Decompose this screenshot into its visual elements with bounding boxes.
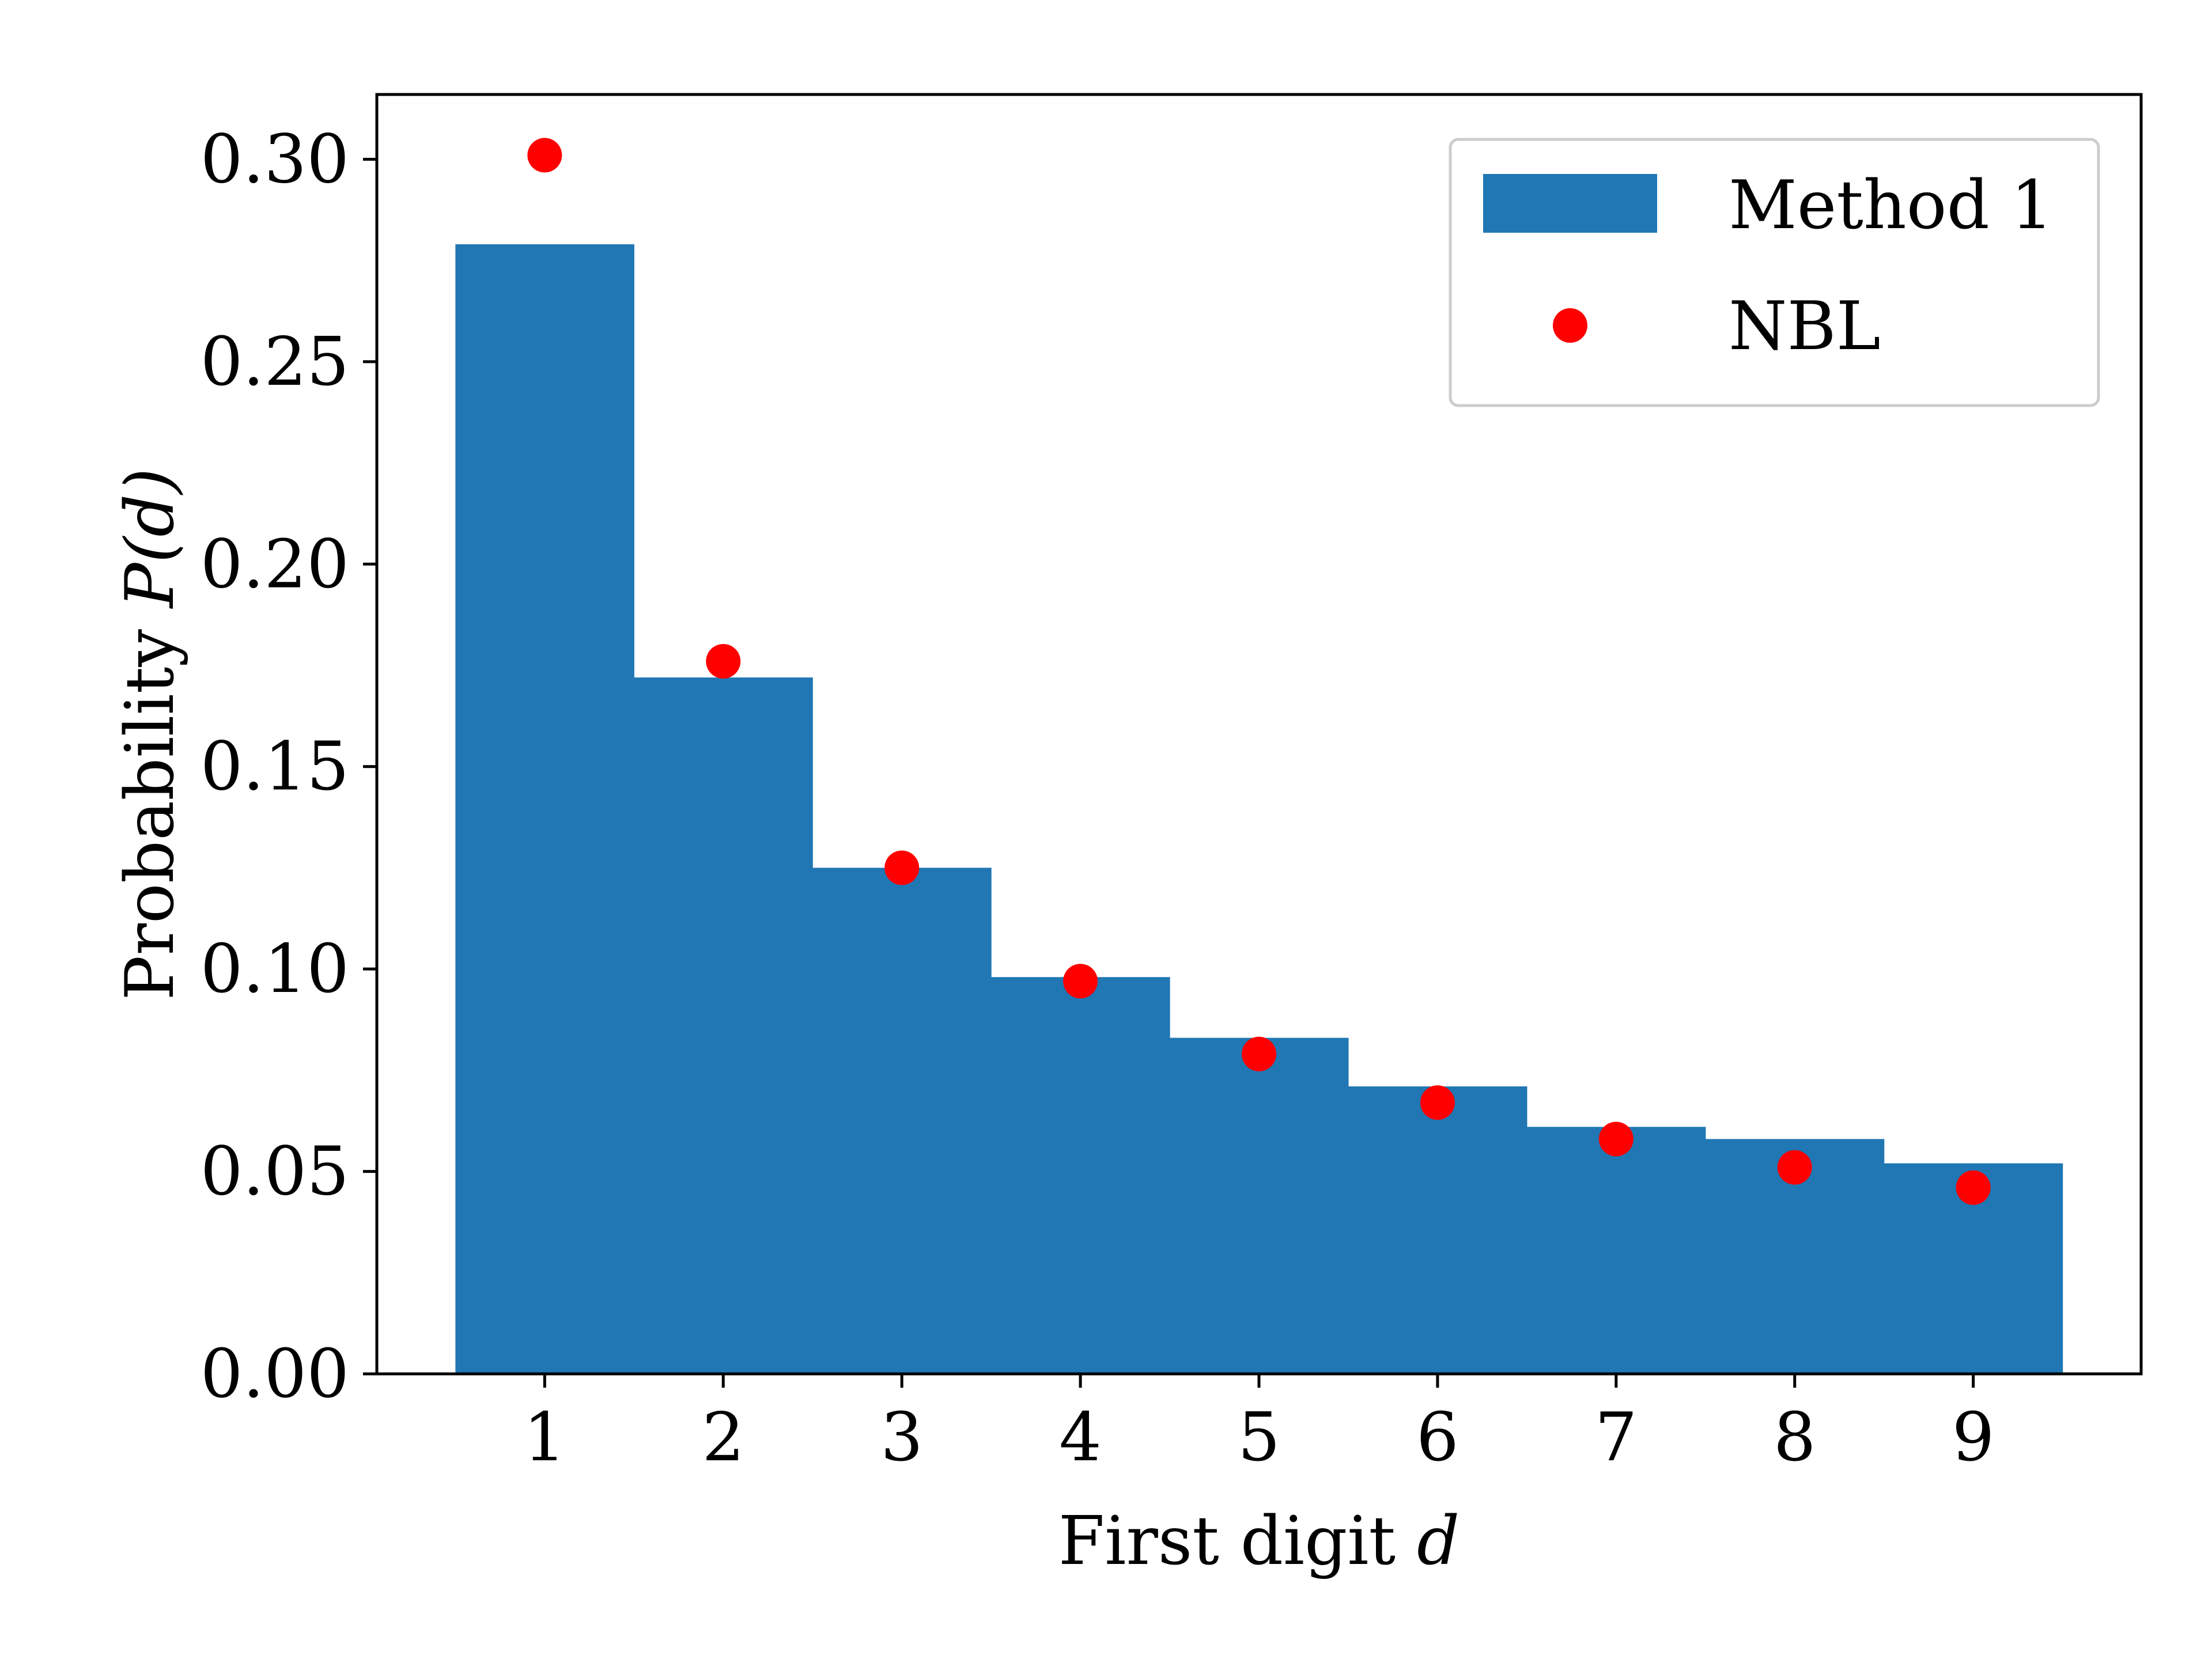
plot-frame (375, 93, 2143, 1376)
x-tick-label: 6 (1416, 1399, 1459, 1476)
legend-swatch-nbl (1553, 308, 1587, 343)
x-tick-label: 2 (702, 1399, 744, 1476)
bar-7 (1526, 1127, 1706, 1374)
y-axis-label-variable: P(d) (111, 468, 189, 609)
bar-1 (455, 244, 634, 1374)
y-tick-label: 0.00 (201, 1335, 349, 1413)
nbl-point-1 (527, 138, 562, 173)
y-tick-label: 0.20 (201, 525, 349, 603)
x-axis-label: First digit d (1058, 1502, 1460, 1580)
legend-label-nbl: NBL (1729, 287, 1881, 365)
legend-label-method-1: Method 1 (1729, 166, 2054, 244)
nbl-point-6 (1420, 1085, 1455, 1120)
nbl-point-7 (1598, 1122, 1634, 1157)
x-ticks: 1 2 3 4 5 6 7 8 9 (523, 1374, 1995, 1476)
y-tick-label: 0.25 (201, 323, 349, 401)
x-tick-label: 4 (1059, 1399, 1102, 1476)
x-tick-label: 8 (1774, 1399, 1816, 1476)
x-tick-label: 7 (1595, 1399, 1638, 1476)
nbl-point-5 (1242, 1036, 1276, 1071)
y-tick-label: 0.10 (201, 930, 349, 1008)
y-tick-label: 0.30 (201, 120, 349, 198)
y-axis-label: Probability P(d) (111, 468, 189, 1000)
bar-2 (634, 677, 813, 1374)
nbl-point-4 (1063, 964, 1098, 999)
legend: Method 1 NBL (1449, 138, 2100, 407)
x-tick-label: 9 (1952, 1399, 1995, 1476)
x-tick-label: 1 (523, 1399, 566, 1476)
x-axis-label-text: First digit (1058, 1502, 1417, 1580)
bar-3 (812, 868, 992, 1374)
y-tick-label: 0.15 (201, 728, 349, 806)
nbl-point-9 (1956, 1170, 1991, 1205)
y-ticks: 0.00 0.05 0.10 0.15 0.20 0.25 0.30 (201, 120, 377, 1413)
y-tick-label: 0.05 (201, 1133, 349, 1211)
points-layer (527, 138, 1991, 1205)
x-axis-label-variable: d (1417, 1502, 1459, 1580)
nbl-point-3 (884, 850, 920, 885)
bars-layer (455, 244, 2063, 1374)
bar-6 (1348, 1086, 1527, 1374)
x-tick-label: 5 (1238, 1399, 1280, 1476)
y-axis-label-text: Probability (111, 608, 189, 1000)
x-tick-label: 3 (880, 1399, 923, 1476)
nbl-point-2 (706, 643, 741, 679)
bar-5 (1170, 1037, 1349, 1374)
legend-swatch-method-1 (1483, 174, 1657, 233)
nbl-point-8 (1777, 1150, 1812, 1185)
bar-4 (991, 977, 1170, 1374)
